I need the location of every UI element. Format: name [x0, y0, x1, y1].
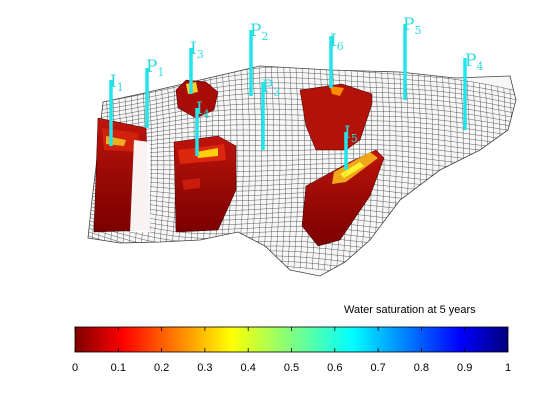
colorbar-tick-label: 0.1	[111, 362, 126, 374]
colorbar-tick-label: 0	[72, 362, 78, 374]
well-label-subscript: 3	[273, 86, 280, 99]
well-label: I3	[190, 39, 204, 61]
mesh-line	[88, 103, 516, 127]
mesh-line	[287, 66, 293, 269]
mesh-line	[513, 89, 516, 256]
well-label-subscript: 5	[414, 24, 421, 37]
colorbar-tick-label: 0.5	[284, 362, 299, 374]
mesh-line	[88, 87, 516, 116]
saturation-blocks	[93, 79, 385, 247]
well-label: P2	[250, 21, 268, 43]
mesh-line	[88, 124, 516, 141]
mesh-line	[293, 66, 299, 269]
mesh-line	[88, 82, 516, 112]
well-label-subscript: 4	[203, 108, 210, 121]
colorbar-tick-label: 0.9	[457, 362, 472, 374]
colorbar-gradient	[74, 326, 509, 353]
well-label: I6	[330, 31, 344, 53]
mesh-line	[88, 139, 516, 153]
well-label-subscript: 1	[157, 66, 164, 79]
colorbar-tick-label: 0.2	[154, 362, 169, 374]
well-label-subscript: 4	[476, 60, 483, 73]
colorbar-tick-label: 1	[505, 362, 511, 374]
colorbar-tick-label: 0.7	[370, 362, 385, 374]
mesh-line	[153, 84, 159, 252]
saturation-block-i4	[173, 135, 237, 233]
colorbar-tick-label: 0.3	[197, 362, 212, 374]
well-label-subscript: 2	[261, 30, 268, 43]
mesh-line	[88, 134, 516, 149]
colorbar-tick-label: 0.8	[414, 362, 429, 374]
mesh-line	[263, 66, 269, 267]
mesh-line	[88, 153, 516, 166]
well-label-subscript: 6	[337, 40, 344, 53]
saturation-block-i1	[93, 117, 151, 233]
well-label: P4	[465, 51, 483, 73]
mesh-line	[88, 148, 516, 162]
mesh-line	[281, 66, 287, 268]
mesh-line	[159, 82, 165, 253]
mesh-line	[88, 144, 516, 158]
well-label: P5	[403, 15, 421, 37]
well-label-subscript: 5	[351, 132, 358, 145]
mesh-line	[88, 158, 516, 170]
well-label-subscript: 1	[117, 81, 124, 94]
mesh-line	[88, 77, 516, 108]
colorbar-ticks: 0 0.1 0.2 0.3 0.4 0.5 0.6 0.7 0.8 0.9 1	[72, 327, 511, 374]
saturation-block-i6	[299, 83, 373, 151]
mesh-line	[88, 119, 516, 138]
mesh-line	[88, 129, 516, 145]
colorbar-title: Water saturation at 5 years	[344, 304, 476, 316]
saturation-block-i5	[301, 149, 385, 247]
colorbar-tick-label: 0.6	[327, 362, 342, 374]
mesh-line	[88, 72, 516, 104]
well-label: P1	[146, 57, 164, 79]
mesh-line	[88, 114, 516, 134]
mesh-line	[269, 66, 275, 267]
colorbar: Water saturation at 5 years 0 0.1 0.2 0.3 0.…	[72, 304, 511, 374]
well-label-subscript: 3	[197, 48, 204, 61]
colorbar-tick-label: 0.4	[241, 362, 256, 374]
well-label: I1	[110, 72, 124, 94]
mesh-line	[88, 108, 516, 131]
mesh-line	[165, 81, 171, 254]
mesh-line	[275, 66, 281, 268]
